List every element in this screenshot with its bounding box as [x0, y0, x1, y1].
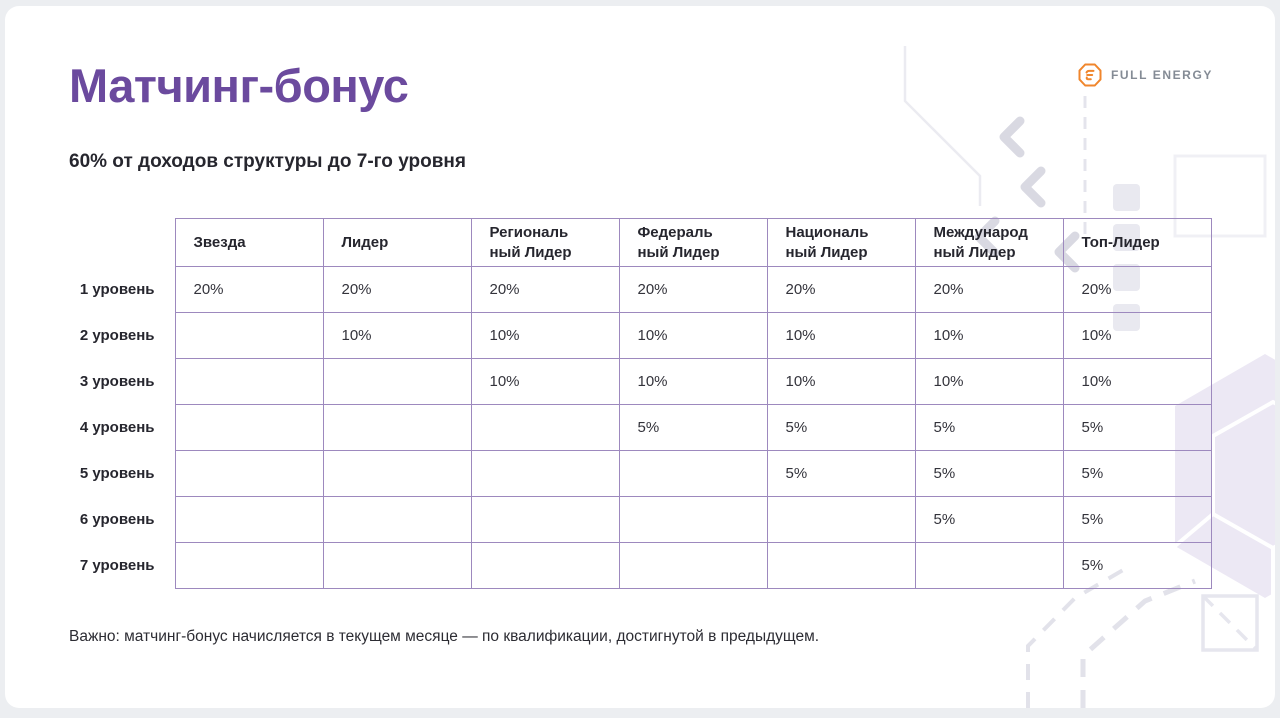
table-cell [470, 496, 620, 543]
table-cell: 10% [766, 312, 916, 359]
slide-card: FULL ENERGY Матчинг-бонус 60% от доходов… [5, 6, 1275, 708]
table-cell: 10% [470, 358, 620, 405]
table-cell: 5% [1062, 496, 1212, 543]
table-cell [174, 496, 324, 543]
page-title: Матчинг-бонус [69, 59, 409, 112]
table-cell: 20% [766, 266, 916, 313]
table-cell [914, 542, 1064, 589]
table-cell: 10% [1062, 312, 1212, 359]
row-label: 6 уровень [79, 511, 155, 528]
brand-logo: FULL ENERGY [1077, 62, 1213, 88]
column-header-international-lider: Международ ный Лидер [914, 218, 1064, 267]
table-row-level-3: 3 уровень 10% 10% 10% 10% 10% [63, 358, 1212, 405]
matching-bonus-table: Звезда Лидер Региональ ный Лидер Федерал… [63, 218, 1212, 589]
table-cell [322, 450, 472, 497]
table-cell [766, 542, 916, 589]
table-cell: 10% [914, 358, 1064, 405]
table-cell: 5% [766, 450, 916, 497]
table-cell [174, 450, 324, 497]
footer-note: Важно: матчинг-бонус начисляется в текущ… [69, 628, 820, 645]
table-cell: 10% [618, 312, 768, 359]
table-cell [322, 358, 472, 405]
header-row: Звезда Лидер Региональ ный Лидер Федерал… [63, 218, 1212, 267]
table-cell: 5% [1062, 450, 1212, 497]
page-subtitle: 60% от доходов структуры до 7-го уровня [69, 151, 466, 172]
row-label: 5 уровень [79, 465, 155, 482]
table-cell: 10% [618, 358, 768, 405]
column-header-federal-lider: Федераль ный Лидер [618, 218, 768, 267]
column-header-regional-lider: Региональ ный Лидер [470, 218, 620, 267]
corner-cell [63, 219, 175, 267]
column-header-lider: Лидер [322, 218, 472, 267]
table-cell [174, 312, 324, 359]
table-cell: 10% [1062, 358, 1212, 405]
table-cell [174, 404, 324, 451]
table-cell: 5% [1062, 404, 1212, 451]
table-cell: 20% [914, 266, 1064, 313]
table-cell [766, 496, 916, 543]
table-cell: 20% [174, 266, 324, 313]
row-label: 2 уровень [79, 327, 155, 344]
brand-name: FULL ENERGY [1110, 68, 1213, 82]
column-header-zvezda: Звезда [174, 218, 324, 267]
table-row-level-5: 5 уровень 5% 5% 5% [63, 450, 1212, 497]
table-cell: 5% [618, 404, 768, 451]
table-cell: 20% [470, 266, 620, 313]
table-row-level-7: 7 уровень 5% [63, 542, 1212, 589]
table-cell: 5% [766, 404, 916, 451]
table-cell [174, 542, 324, 589]
table-cell [322, 542, 472, 589]
row-label: 1 уровень [79, 281, 155, 298]
table-row-level-6: 6 уровень 5% 5% [63, 496, 1212, 543]
column-header-national-lider: Националь ный Лидер [766, 218, 916, 267]
table-cell [618, 496, 768, 543]
row-label: 3 уровень [79, 373, 155, 390]
row-label: 7 уровень [79, 557, 155, 574]
table-row-level-4: 4 уровень 5% 5% 5% 5% [63, 404, 1212, 451]
row-label: 4 уровень [79, 419, 155, 436]
table-cell [470, 542, 620, 589]
table-cell [618, 542, 768, 589]
table-cell [470, 404, 620, 451]
table-cell: 10% [470, 312, 620, 359]
table-cell: 10% [766, 358, 916, 405]
table-cell [322, 496, 472, 543]
table-cell [470, 450, 620, 497]
table-cell [174, 358, 324, 405]
table-cell [322, 404, 472, 451]
table-cell [618, 450, 768, 497]
table-cell: 5% [914, 404, 1064, 451]
table-cell: 10% [322, 312, 472, 359]
table-row-level-1: 1 уровень 20% 20% 20% 20% 20% 20% 20% [63, 266, 1212, 313]
table-cell: 20% [322, 266, 472, 313]
table-cell: 5% [1062, 542, 1212, 589]
table-cell: 5% [914, 450, 1064, 497]
column-header-top-lider: Топ-Лидер [1062, 218, 1212, 267]
full-energy-hexagon-icon [1078, 63, 1102, 87]
table-cell: 20% [1062, 266, 1212, 313]
table-cell: 10% [914, 312, 1064, 359]
table-cell: 5% [914, 496, 1064, 543]
table-container: Звезда Лидер Региональ ный Лидер Федерал… [63, 218, 1212, 589]
table-row-level-2: 2 уровень 10% 10% 10% 10% 10% 10% [63, 312, 1212, 359]
table-cell: 20% [618, 266, 768, 313]
